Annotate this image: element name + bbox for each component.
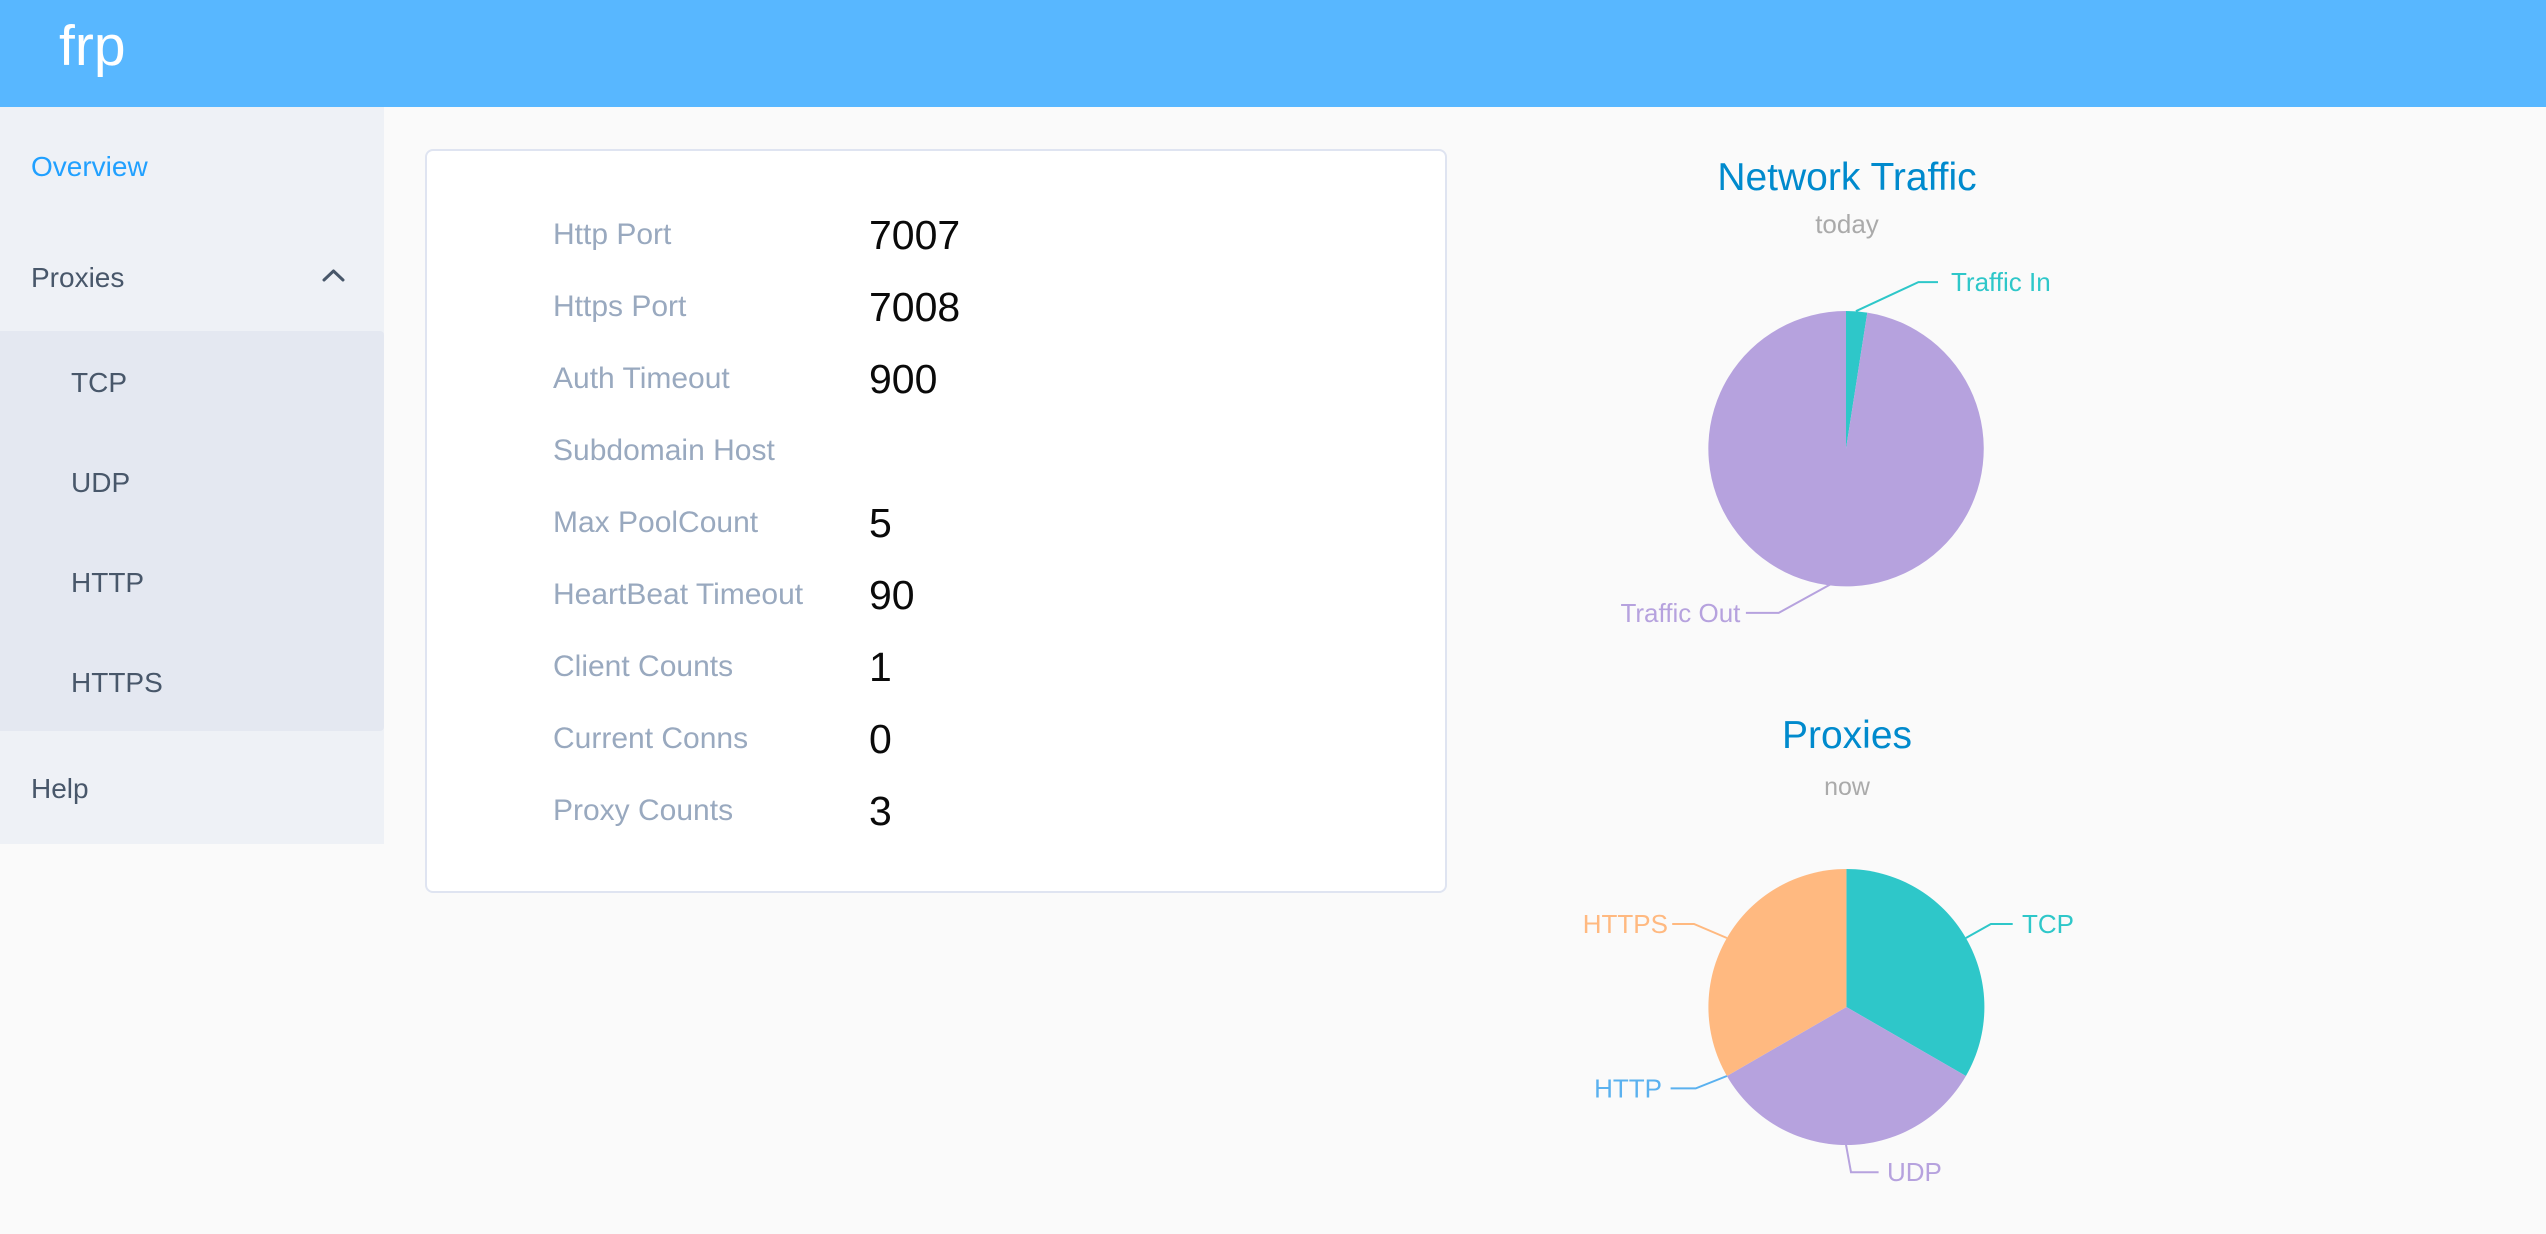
svg-text:UDP: UDP xyxy=(1887,1157,1942,1187)
svg-text:HTTPS: HTTPS xyxy=(1583,909,1668,939)
svg-text:Traffic Out: Traffic Out xyxy=(1620,598,1741,628)
svg-text:Proxies: Proxies xyxy=(1782,714,1912,757)
svg-text:today: today xyxy=(1815,209,1879,239)
svg-text:now: now xyxy=(1824,773,1871,801)
svg-text:Network Traffic: Network Traffic xyxy=(1717,156,1976,199)
svg-text:Traffic In: Traffic In xyxy=(1951,267,2051,297)
svg-text:HTTP: HTTP xyxy=(1594,1073,1662,1103)
svg-text:TCP: TCP xyxy=(2022,909,2074,939)
